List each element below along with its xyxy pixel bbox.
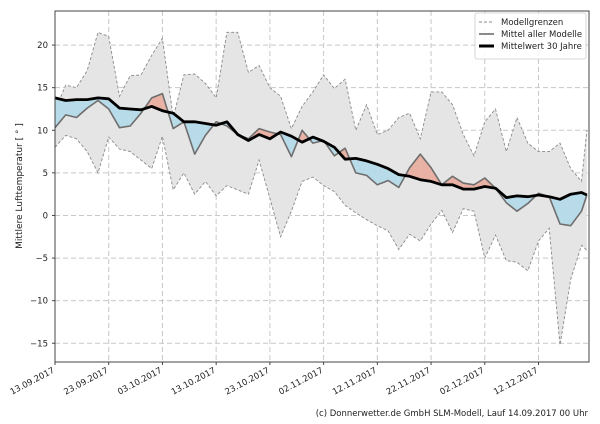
upper-bound-line — [54, 31, 588, 183]
x-tick-label: 13.10.2017 — [170, 366, 218, 398]
x-tick-label: 03.10.2017 — [116, 366, 164, 398]
below-normal-fill — [517, 195, 528, 212]
below-normal-fill — [65, 99, 77, 118]
x-tick-label: 12.12.2017 — [492, 366, 540, 398]
y-tick-label: 5 — [43, 169, 48, 179]
above-normal-fill — [420, 154, 432, 182]
y-axis: −15 −10 −5 0 5 10 15 20 — [30, 41, 55, 349]
plot-frame — [54, 10, 590, 363]
y-tick-label: 20 — [37, 41, 48, 51]
above-normal-fill — [409, 154, 421, 180]
legend: Modellgrenzen Mittel aller Modelle Mitte… — [474, 12, 587, 60]
x-tick-label: 02.12.2017 — [439, 366, 487, 398]
model-range-fill — [55, 32, 587, 346]
below-normal-fill — [355, 158, 367, 176]
x-tick-label: 02.11.2017 — [277, 366, 325, 398]
climate-mean-line — [54, 96, 588, 201]
x-tick-label: 13.09.2017 — [9, 366, 57, 398]
x-tick-label: 23.09.2017 — [62, 366, 110, 398]
y-tick-label: −10 — [30, 297, 48, 307]
below-normal-fill — [55, 97, 66, 128]
below-normal-fill — [560, 194, 571, 226]
series-lines — [54, 92, 588, 227]
y-tick-label: −15 — [30, 339, 48, 349]
below-normal-fill — [194, 121, 206, 155]
legend-box — [474, 12, 587, 60]
legend-label-mittelwert-30: Mittelwert 30 Jahre — [501, 42, 582, 52]
model-range-band — [54, 31, 588, 346]
y-tick-label: 10 — [37, 126, 48, 136]
x-tick-label: 12.11.2017 — [331, 366, 379, 398]
y-tick-label: 15 — [37, 84, 48, 94]
legend-label-mittel-modelle: Mittel aller Modelle — [501, 30, 582, 40]
below-normal-fill — [366, 160, 378, 185]
x-tick-label: 22.11.2017 — [385, 366, 433, 398]
footer-credit: (c) Donnerwetter.de GmbH SLM-Modell, Lau… — [316, 409, 589, 419]
y-axis-label: Mittlere Lufttemperatur [ ° ] — [15, 123, 25, 249]
x-tick-label: 23.10.2017 — [224, 366, 272, 398]
above-normal-fill — [452, 176, 464, 190]
below-normal-fill — [377, 164, 389, 185]
x-axis: 13.09.2017 23.09.2017 03.10.2017 13.10.2017… — [9, 362, 540, 397]
lower-bound-line — [54, 134, 588, 346]
legend-label-modellgrenzen: Modellgrenzen — [501, 18, 563, 28]
below-normal-fill — [570, 192, 582, 226]
y-tick-label: 0 — [43, 211, 48, 221]
below-normal-fill — [506, 195, 517, 212]
y-tick-label: −5 — [35, 254, 48, 264]
below-normal-fill — [119, 108, 131, 128]
below-normal-fill — [76, 99, 88, 118]
